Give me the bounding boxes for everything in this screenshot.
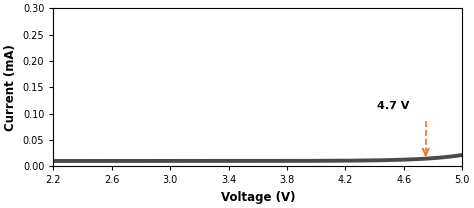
X-axis label: Voltage (V): Voltage (V) <box>220 191 295 204</box>
Text: 4.7 V: 4.7 V <box>377 101 410 111</box>
Y-axis label: Current (mA): Current (mA) <box>4 44 17 131</box>
